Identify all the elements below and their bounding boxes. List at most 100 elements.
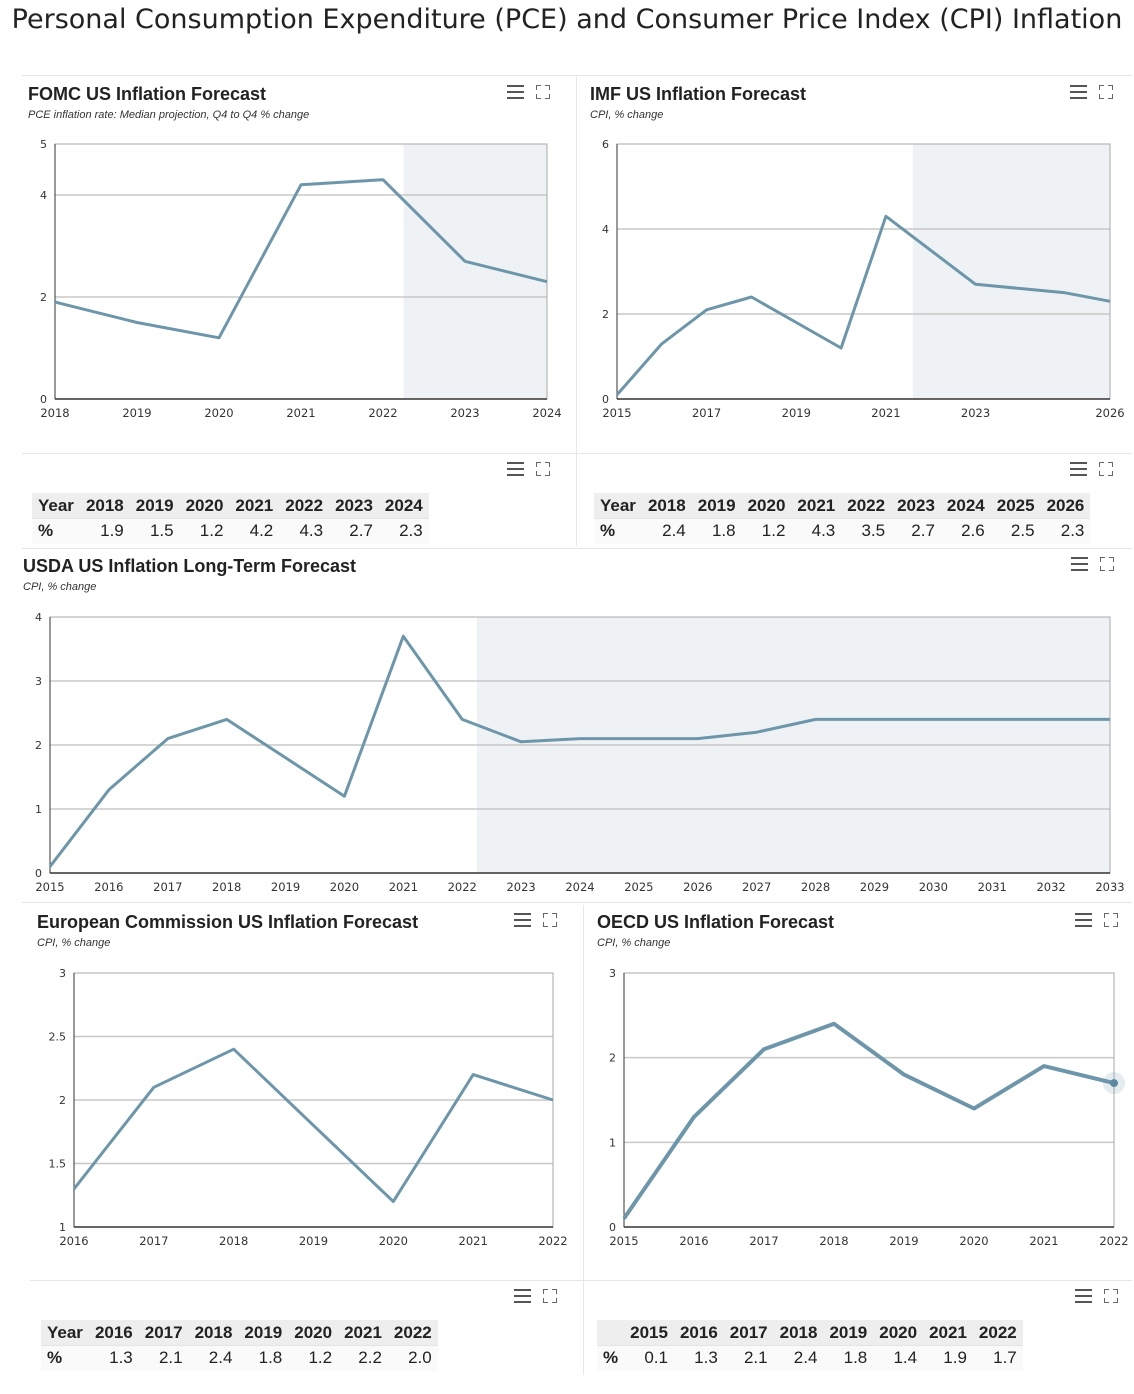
x-tick-label: 2022 (538, 1234, 567, 1248)
expand-icon[interactable] (543, 1289, 557, 1303)
hamburger-menu-icon[interactable] (1075, 913, 1092, 927)
x-tick-label: 2022 (1099, 1234, 1128, 1248)
y-tick-label: 2 (35, 739, 42, 752)
expand-icon[interactable] (536, 85, 550, 99)
x-tick-label: 2017 (153, 880, 182, 894)
forecast-band (912, 144, 1110, 399)
x-tick-label: 2019 (271, 880, 300, 894)
table-value-cell: 1.2 (179, 518, 230, 544)
expand-icon[interactable] (543, 913, 557, 927)
hover-point (1110, 1079, 1118, 1088)
table-value-cell: 1.8 (823, 1345, 874, 1371)
hamburger-menu-icon[interactable] (1070, 462, 1087, 476)
table-value-cell: 1.3 (88, 1345, 139, 1371)
y-tick-label: 3 (609, 967, 616, 980)
table-year-header: 2021 (338, 1320, 388, 1346)
x-tick-label: 2018 (219, 1234, 248, 1248)
y-tick-label: 2.5 (49, 1031, 67, 1044)
ec-data-table: Year 2016 2017 2018 2019 2020 2021 2022% 1.3 2.1 2… (41, 1320, 438, 1371)
table-value-cell: 2.2 (338, 1345, 388, 1371)
expand-icon[interactable] (1099, 85, 1113, 99)
hamburger-menu-icon[interactable] (1071, 557, 1088, 571)
expand-icon[interactable] (1104, 1289, 1118, 1303)
x-tick-label: 2020 (379, 1234, 408, 1248)
expand-icon[interactable] (536, 462, 550, 476)
table-value-cell: 1.2 (741, 518, 792, 544)
series-line (48, 634, 1110, 868)
table-year-header: 2026 (1040, 493, 1091, 519)
x-tick-label: 2031 (978, 880, 1007, 894)
x-tick-label: 2023 (961, 406, 990, 420)
y-tick-label: 0 (602, 393, 609, 406)
page-title: Personal Consumption Expenditure (PCE) a… (11, 4, 1123, 35)
forecast-band (403, 144, 547, 399)
x-tick-label: 2027 (742, 880, 771, 894)
x-tick-label: 2029 (860, 880, 889, 894)
hamburger-menu-icon[interactable] (1075, 1289, 1092, 1303)
table-value-cell: 2.4 (773, 1345, 824, 1371)
table-year-header: 2021 (229, 493, 280, 519)
x-tick-label: 2024 (532, 406, 561, 420)
x-tick-label: 2024 (565, 880, 594, 894)
chart-title: FOMC US Inflation Forecast (28, 84, 267, 104)
table-year-header: 2019 (238, 1320, 289, 1346)
y-tick-label: 3 (35, 675, 42, 688)
table-value-cell: 1.3 (673, 1345, 724, 1371)
table-year-header: 2017 (138, 1320, 189, 1346)
table-value-cell: 2.1 (723, 1345, 774, 1371)
x-tick-label: 2016 (679, 1234, 708, 1248)
x-tick-label: 2022 (448, 880, 477, 894)
x-tick-label: 2015 (35, 880, 64, 894)
x-tick-label: 2033 (1095, 880, 1124, 894)
x-tick-label: 2021 (389, 880, 418, 894)
x-tick-label: 2032 (1036, 880, 1065, 894)
y-tick-label: 2 (59, 1094, 66, 1107)
series-line (72, 1047, 554, 1204)
x-tick-label: 2016 (94, 880, 123, 894)
hamburger-menu-icon[interactable] (514, 1289, 531, 1303)
x-tick-label: 2019 (782, 406, 811, 420)
table-value-cell: 2.4 (641, 518, 692, 544)
x-tick-label: 2023 (450, 406, 479, 420)
table-year-header: 2018 (641, 493, 692, 519)
table-value-cell: 2.5 (990, 518, 1041, 544)
table-value-cell: 3.5 (841, 518, 892, 544)
table-year-header: 2020 (741, 493, 792, 519)
table-year-header: 2017 (723, 1320, 774, 1346)
y-tick-label: 0 (35, 867, 42, 880)
hamburger-menu-icon[interactable] (507, 462, 524, 476)
table-year-header: 2020 (179, 493, 230, 519)
fomc-line-chart: 0 2 4 5 2018 2019 2020 2021 2022 2023 2024 (40, 138, 562, 420)
table-year-header: 2018 (773, 1320, 824, 1346)
table-value-cell: 2.7 (329, 518, 379, 544)
table-year-header: 2018 (79, 493, 130, 519)
table-header-label: Year (32, 493, 80, 519)
expand-icon[interactable] (1099, 462, 1113, 476)
y-tick-label: 1 (35, 803, 42, 816)
hamburger-menu-icon[interactable] (507, 85, 524, 99)
table-year-header: 2015 (624, 1320, 674, 1346)
expand-icon[interactable] (1100, 557, 1114, 571)
x-tick-label: 2025 (624, 880, 653, 894)
table-value-cell: 1.4 (873, 1345, 924, 1371)
y-tick-label: 0 (609, 1221, 616, 1234)
table-row-label: % (597, 1345, 625, 1371)
table-year-header: 2021 (923, 1320, 973, 1346)
divider (576, 76, 577, 546)
hamburger-menu-icon[interactable] (514, 913, 531, 927)
x-tick-label: 2020 (204, 406, 233, 420)
table-year-header: 2021 (791, 493, 842, 519)
y-tick-label: 2 (40, 291, 47, 304)
y-tick-label: 5 (40, 138, 47, 151)
x-tick-label: 2017 (692, 406, 721, 420)
hamburger-menu-icon[interactable] (1070, 85, 1087, 99)
plot-frame (623, 972, 1115, 1228)
x-tick-label: 2022 (368, 406, 397, 420)
x-tick-label: 2020 (330, 880, 359, 894)
x-tick-label: 2021 (1029, 1234, 1058, 1248)
table-year-header: 2022 (841, 493, 892, 519)
table-year-header: 2020 (873, 1320, 924, 1346)
table-year-header: 2023 (329, 493, 379, 519)
expand-icon[interactable] (1104, 913, 1118, 927)
y-tick-label: 1.5 (49, 1158, 67, 1171)
